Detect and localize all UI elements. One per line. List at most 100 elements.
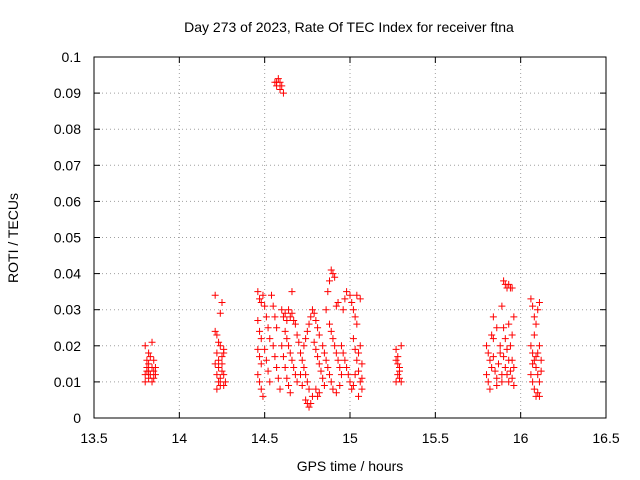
data-point <box>331 273 339 281</box>
data-point <box>315 389 323 397</box>
data-point <box>501 335 509 343</box>
data-point <box>503 371 511 379</box>
data-point <box>532 363 540 371</box>
data-point <box>397 378 405 386</box>
y-tick-label: 0 <box>73 410 81 426</box>
data-point <box>319 374 327 382</box>
x-tick-labels: 13.5 14 14.5 15 15.5 16 16.5 <box>80 430 619 446</box>
data-point <box>278 82 286 90</box>
data-point <box>331 342 339 350</box>
data-point <box>293 378 301 386</box>
data-point <box>314 353 322 361</box>
data-point <box>486 385 494 393</box>
data-point <box>221 378 229 386</box>
data-point <box>349 335 357 343</box>
data-point <box>267 291 275 299</box>
data-point <box>529 302 537 310</box>
data-point <box>496 349 504 357</box>
data-point <box>285 382 293 390</box>
data-point <box>266 378 274 386</box>
data-point <box>273 324 281 332</box>
x-tick-label: 14 <box>172 430 188 446</box>
data-point <box>534 306 542 314</box>
data-point <box>339 349 347 357</box>
data-point <box>278 342 286 350</box>
data-point <box>278 306 286 314</box>
data-point <box>537 367 545 375</box>
data-point <box>337 342 345 350</box>
data-point <box>496 342 504 350</box>
data-point <box>211 360 219 368</box>
data-point <box>276 85 284 93</box>
data-point <box>307 400 315 408</box>
data-points <box>141 75 545 411</box>
y-tick-label: 0.04 <box>54 266 81 282</box>
data-point <box>279 353 287 361</box>
data-point <box>261 302 269 310</box>
data-point <box>503 345 511 353</box>
data-point <box>493 374 501 382</box>
data-point <box>489 313 497 321</box>
data-point <box>148 338 156 346</box>
data-point <box>254 371 262 379</box>
data-point <box>302 335 310 343</box>
data-point <box>510 363 518 371</box>
data-point <box>500 277 508 285</box>
data-point <box>307 313 315 321</box>
data-point <box>303 378 311 386</box>
data-point <box>257 335 265 343</box>
data-point <box>394 353 402 361</box>
data-point <box>493 324 501 332</box>
data-point <box>290 317 298 325</box>
data-point <box>297 349 305 357</box>
data-point <box>501 363 509 371</box>
data-point <box>349 306 357 314</box>
data-point <box>141 378 149 386</box>
data-point <box>329 385 337 393</box>
data-point <box>141 342 149 350</box>
data-point <box>273 363 281 371</box>
data-point <box>508 356 516 364</box>
data-point <box>266 335 274 343</box>
data-point <box>269 302 277 310</box>
data-point <box>356 378 364 386</box>
data-point <box>300 342 308 350</box>
data-point <box>324 288 332 296</box>
data-point <box>532 320 540 328</box>
axis-ticks <box>93 56 607 419</box>
chart-title: Day 273 of 2023, Rate Of TEC Index for r… <box>184 19 514 35</box>
data-point <box>327 378 335 386</box>
data-point <box>532 353 540 361</box>
data-point <box>343 363 351 371</box>
data-point <box>397 342 405 350</box>
data-point <box>346 378 354 386</box>
data-point <box>276 78 284 86</box>
data-point <box>535 342 543 350</box>
data-point <box>327 266 335 274</box>
data-point <box>334 298 342 306</box>
data-point <box>290 363 298 371</box>
data-point <box>297 371 305 379</box>
data-point <box>257 298 265 306</box>
data-point <box>534 371 542 379</box>
data-point <box>488 363 496 371</box>
data-point <box>220 371 228 379</box>
data-point <box>527 295 535 303</box>
data-point <box>145 360 153 368</box>
data-point <box>211 291 219 299</box>
data-point <box>506 367 514 375</box>
data-point <box>213 349 221 357</box>
data-point <box>535 298 543 306</box>
data-point <box>395 374 403 382</box>
data-point <box>510 313 518 321</box>
data-point <box>150 356 158 364</box>
data-point <box>257 360 265 368</box>
x-tick-label: 16.5 <box>592 430 619 446</box>
data-point <box>343 288 351 296</box>
data-point <box>256 353 264 361</box>
data-point <box>218 353 226 361</box>
data-point <box>303 327 311 335</box>
data-point <box>216 309 224 317</box>
data-point <box>286 389 294 397</box>
data-point <box>494 360 502 368</box>
